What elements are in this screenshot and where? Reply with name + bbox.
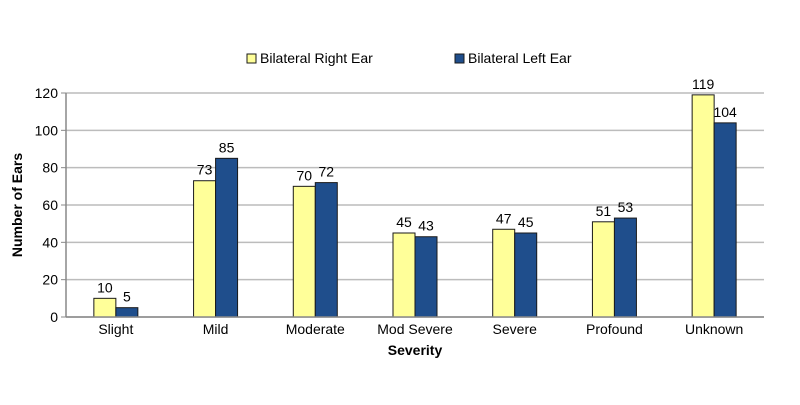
- x-tick-label: Moderate: [286, 321, 345, 337]
- y-tick-label: 60: [42, 197, 58, 213]
- data-label: 10: [97, 279, 113, 295]
- data-label: 45: [518, 214, 534, 230]
- x-tick-label: Mod Severe: [377, 321, 453, 337]
- bar-left-ear: [314, 182, 338, 318]
- data-label: 43: [418, 218, 434, 234]
- y-axis-label: Number of Ears: [9, 153, 25, 257]
- x-tick-label: Slight: [98, 321, 133, 337]
- y-tick-label: 0: [50, 309, 58, 325]
- bar-right-ear: [193, 180, 217, 318]
- y-tick-label: 40: [42, 234, 58, 250]
- legend-label: Bilateral Left Ear: [468, 50, 572, 66]
- y-tick-label: 20: [42, 272, 58, 288]
- data-label: 45: [396, 214, 412, 230]
- x-tick-label: Mild: [203, 321, 229, 337]
- y-tick-label: 100: [35, 122, 59, 138]
- bar-right-ear: [591, 221, 615, 318]
- legend-label: Bilateral Right Ear: [260, 50, 373, 66]
- data-label: 47: [496, 210, 512, 226]
- bar-left-ear: [613, 217, 637, 318]
- bar-right-ear: [292, 185, 316, 318]
- bar-right-ear: [93, 297, 117, 318]
- data-label: 51: [596, 203, 612, 219]
- x-axis-label: Severity: [388, 342, 443, 358]
- data-label: 104: [713, 104, 737, 120]
- legend-swatch: [246, 53, 257, 64]
- y-tick-label: 80: [42, 160, 58, 176]
- bar-left-ear: [713, 122, 737, 318]
- bar-left-ear: [115, 307, 139, 318]
- bar-left-ear: [215, 157, 239, 318]
- data-label: 85: [219, 139, 235, 155]
- data-label: 70: [296, 167, 312, 183]
- data-label: 5: [123, 289, 131, 305]
- data-label: 72: [318, 164, 334, 180]
- legend-swatch: [454, 53, 465, 64]
- data-label: 119: [692, 76, 715, 92]
- bar-left-ear: [514, 232, 538, 318]
- bar-right-ear: [492, 228, 516, 318]
- x-tick-label: Profound: [586, 321, 643, 337]
- x-tick-label: Unknown: [685, 321, 743, 337]
- x-tick-label: Severe: [493, 321, 538, 337]
- y-tick-label: 120: [35, 85, 59, 101]
- data-label: 53: [618, 199, 634, 215]
- bar-left-ear: [414, 236, 438, 318]
- data-label: 73: [197, 162, 213, 178]
- bar-right-ear: [691, 94, 715, 318]
- bar-right-ear: [392, 232, 416, 318]
